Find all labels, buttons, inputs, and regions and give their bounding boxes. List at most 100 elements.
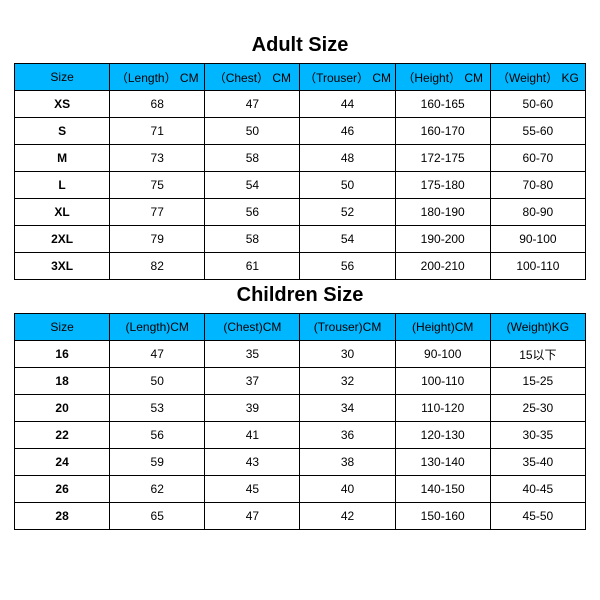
cell-size: S	[15, 118, 110, 145]
cell-length: 82	[110, 253, 205, 280]
cell-size: 2XL	[15, 226, 110, 253]
cell-weight: 40-45	[490, 476, 585, 503]
table-row: 3XL 82 61 56 200-210 100-110	[15, 253, 586, 280]
cell-chest: 45	[205, 476, 300, 503]
cell-height: 120-130	[395, 422, 490, 449]
table-row: XS 68 47 44 160-165 50-60	[15, 91, 586, 118]
cell-trouser: 30	[300, 341, 395, 368]
cell-size: 18	[15, 368, 110, 395]
cell-length: 50	[110, 368, 205, 395]
cell-weight: 90-100	[490, 226, 585, 253]
cell-chest: 54	[205, 172, 300, 199]
cell-chest: 47	[205, 503, 300, 530]
adult-col-weight: （Weight） KG	[490, 64, 585, 91]
cell-size: 22	[15, 422, 110, 449]
cell-weight: 80-90	[490, 199, 585, 226]
cell-chest: 47	[205, 91, 300, 118]
children-col-trouser: (Trouser)CM	[300, 314, 395, 341]
table-row: S 71 50 46 160-170 55-60	[15, 118, 586, 145]
cell-chest: 39	[205, 395, 300, 422]
table-row: 2XL 79 58 54 190-200 90-100	[15, 226, 586, 253]
adult-col-trouser: （Trouser） CM	[300, 64, 395, 91]
cell-height: 140-150	[395, 476, 490, 503]
cell-height: 190-200	[395, 226, 490, 253]
cell-weight: 25-30	[490, 395, 585, 422]
cell-size: 24	[15, 449, 110, 476]
cell-chest: 56	[205, 199, 300, 226]
cell-size: 28	[15, 503, 110, 530]
cell-size: 16	[15, 341, 110, 368]
cell-length: 62	[110, 476, 205, 503]
cell-trouser: 34	[300, 395, 395, 422]
table-row: 24 59 43 38 130-140 35-40	[15, 449, 586, 476]
cell-weight: 60-70	[490, 145, 585, 172]
cell-length: 53	[110, 395, 205, 422]
bottom-spacer	[14, 530, 586, 540]
cell-weight: 35-40	[490, 449, 585, 476]
cell-chest: 37	[205, 368, 300, 395]
cell-trouser: 50	[300, 172, 395, 199]
cell-length: 71	[110, 118, 205, 145]
cell-size: M	[15, 145, 110, 172]
cell-weight: 15以下	[490, 341, 585, 368]
adult-col-length: （Length） CM	[110, 64, 205, 91]
table-row: L 75 54 50 175-180 70-80	[15, 172, 586, 199]
cell-length: 59	[110, 449, 205, 476]
cell-height: 160-165	[395, 91, 490, 118]
cell-size: L	[15, 172, 110, 199]
cell-chest: 41	[205, 422, 300, 449]
table-row: 18 50 37 32 100-110 15-25	[15, 368, 586, 395]
cell-weight: 70-80	[490, 172, 585, 199]
cell-trouser: 44	[300, 91, 395, 118]
adult-col-chest: （Chest） CM	[205, 64, 300, 91]
cell-length: 77	[110, 199, 205, 226]
children-col-weight: (Weight)KG	[490, 314, 585, 341]
cell-height: 180-190	[395, 199, 490, 226]
cell-weight: 100-110	[490, 253, 585, 280]
cell-trouser: 42	[300, 503, 395, 530]
cell-weight: 15-25	[490, 368, 585, 395]
cell-trouser: 46	[300, 118, 395, 145]
adult-col-height: （Height） CM	[395, 64, 490, 91]
children-col-chest: (Chest)CM	[205, 314, 300, 341]
cell-chest: 35	[205, 341, 300, 368]
children-col-height: (Height)CM	[395, 314, 490, 341]
cell-chest: 61	[205, 253, 300, 280]
cell-chest: 58	[205, 226, 300, 253]
adult-header-row: Size （Length） CM （Chest） CM （Trouser） CM…	[15, 64, 586, 91]
cell-length: 73	[110, 145, 205, 172]
cell-size: XS	[15, 91, 110, 118]
cell-trouser: 56	[300, 253, 395, 280]
cell-length: 56	[110, 422, 205, 449]
cell-weight: 30-35	[490, 422, 585, 449]
cell-length: 79	[110, 226, 205, 253]
cell-size: XL	[15, 199, 110, 226]
cell-trouser: 36	[300, 422, 395, 449]
adult-col-size: Size	[15, 64, 110, 91]
table-row: 20 53 39 34 110-120 25-30	[15, 395, 586, 422]
cell-height: 172-175	[395, 145, 490, 172]
cell-length: 65	[110, 503, 205, 530]
cell-height: 150-160	[395, 503, 490, 530]
cell-height: 130-140	[395, 449, 490, 476]
cell-weight: 45-50	[490, 503, 585, 530]
table-row: 22 56 41 36 120-130 30-35	[15, 422, 586, 449]
cell-trouser: 40	[300, 476, 395, 503]
cell-trouser: 48	[300, 145, 395, 172]
cell-height: 100-110	[395, 368, 490, 395]
cell-trouser: 52	[300, 199, 395, 226]
adult-title: Adult Size	[14, 34, 586, 57]
children-col-size: Size	[15, 314, 110, 341]
table-row: 16 47 35 30 90-100 15以下	[15, 341, 586, 368]
cell-height: 90-100	[395, 341, 490, 368]
cell-length: 47	[110, 341, 205, 368]
cell-trouser: 54	[300, 226, 395, 253]
cell-chest: 43	[205, 449, 300, 476]
cell-trouser: 32	[300, 368, 395, 395]
cell-size: 20	[15, 395, 110, 422]
cell-size: 3XL	[15, 253, 110, 280]
table-row: M 73 58 48 172-175 60-70	[15, 145, 586, 172]
cell-height: 200-210	[395, 253, 490, 280]
cell-height: 175-180	[395, 172, 490, 199]
children-col-length: (Length)CM	[110, 314, 205, 341]
